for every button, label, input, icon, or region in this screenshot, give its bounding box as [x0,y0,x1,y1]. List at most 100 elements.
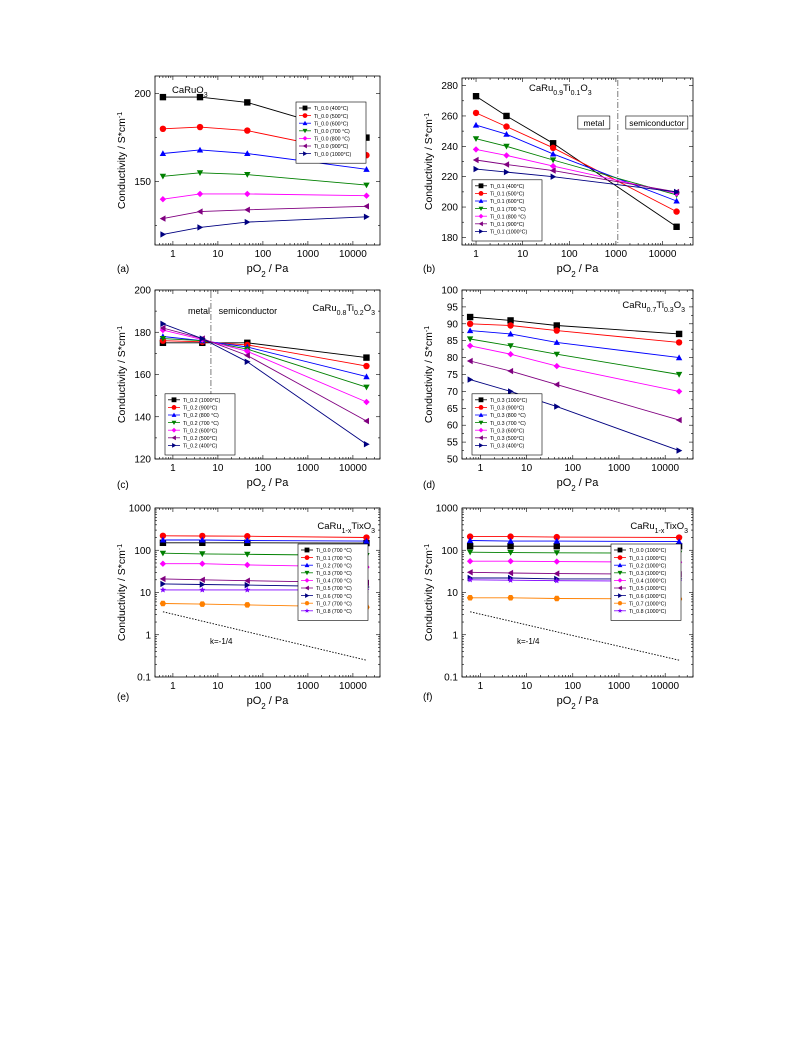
series-line [470,323,680,343]
data-point [553,339,560,345]
data-point [199,335,206,342]
slope-label: k=-1/4 [517,637,540,646]
chart-title: CaRu0.9Ti0.1O3 [529,83,592,97]
y-tick-label: 95 [447,302,459,313]
data-point [244,602,251,608]
series-2 [466,537,683,545]
y-tick-label: 100 [134,546,151,557]
metal-label-box [577,115,611,130]
data-point [675,371,683,378]
x-tick-label: 10000 [649,249,677,260]
x-axis-label: pO2 / Pa [247,695,290,711]
data-point [675,339,683,346]
legend-marker [478,206,484,211]
data-point [673,208,680,215]
legend-label: Ti_0.0 (1000°C) [314,152,351,158]
series-line [162,338,367,388]
y-tick-label: 70 [447,387,459,398]
data-point [507,577,514,583]
legend-item: Ti_0.2 (1000°C) [168,397,220,404]
legend-item: Ti_0.3 (1000°C) [614,570,666,577]
data-point [472,136,480,142]
legend-label: Ti_0.1 (1000°C) [629,556,666,562]
data-point [507,542,514,550]
legend-label: Ti_0.1 (800 °C) [490,214,526,220]
series-6 [160,320,370,448]
data-point [196,93,204,101]
series-line [162,342,367,359]
legend-item: Ti_0.2 (700 °C) [301,562,352,569]
data-point [553,351,560,358]
legend-label: Ti_0.3 (900°C) [490,406,525,412]
data-point [363,537,370,544]
data-point [553,322,560,329]
legend-label: Ti_0.3 (600°C) [490,428,525,434]
legend-label: Ti_0.6 (700 °C) [316,594,352,600]
x-tick-label: 10 [521,463,533,474]
y-tick-label: 85 [447,336,459,347]
series-0 [466,313,683,338]
series-1 [159,532,370,541]
data-point [199,539,206,547]
legend-item: Ti_0.2 (900°C) [168,405,218,412]
data-point [467,576,474,583]
data-point [159,324,166,332]
y-tick-label: 55 [447,438,459,449]
data-point [553,327,560,334]
legend-label: Ti_0.3 (1000°C) [490,398,527,404]
legend-label: Ti_0.8 (700 °C) [316,609,352,615]
legend-item: Ti_0.0 (1000°C) [299,151,351,158]
data-point [159,336,167,342]
series-4 [159,190,370,203]
data-point [159,196,167,203]
legend-marker [617,547,623,553]
data-point [673,223,680,230]
legend-label: Ti_0.1 (900°C) [490,222,525,228]
data-point [503,143,510,150]
data-point [196,170,204,176]
data-point [363,192,370,199]
data-point [159,539,167,547]
legend-item: Ti_0.2 (700 °C) [168,420,219,427]
data-point [363,384,370,391]
legend-label: Ti_0.2 (600°C) [183,428,218,434]
data-point [199,536,206,543]
legend-marker [478,420,484,425]
legend-item: Ti_0.1 (900°C) [475,221,525,228]
data-point [549,140,557,147]
chart-title: CaRu1-xTixO3 [317,521,375,535]
series-line [475,168,677,193]
series-line [162,535,367,538]
data-point [503,152,510,159]
x-tick-label: 100 [564,463,581,474]
legend-item: Ti_0.3 (700 °C) [475,420,526,427]
legend-item: Ti_0.4 (1000°C) [614,578,666,585]
legend-label: Ti_0.3 (800 °C) [490,413,526,419]
series-line [470,540,680,543]
legend-label: Ti_0.2 (500°C) [183,436,218,442]
series-3 [159,336,370,391]
legend-item: Ti_0.6 (700 °C) [301,593,352,600]
x-tick-label: 10000 [339,463,367,474]
data-point [675,538,683,545]
data-point [244,218,251,226]
panel-label: (e) [117,692,129,703]
data-point [244,577,250,584]
legend-item: Ti_0.1 (400°C) [475,183,525,190]
data-point [466,533,474,540]
legend-label: Ti_0.6 (1000°C) [629,594,666,600]
data-point [553,362,560,370]
legend-item: Ti_0.8 (700 °C) [301,608,352,615]
data-point [673,197,680,204]
legend-marker [302,128,308,134]
series-line [475,148,677,194]
series-0 [472,93,680,230]
legend-label: Ti_0.1 (400°C) [490,184,525,190]
data-point [159,150,167,156]
data-point [553,381,560,388]
y-axis-label: Conductivity / S*cm-1 [116,544,128,641]
x-tick-label: 100 [255,463,272,474]
legend-box [610,543,682,621]
data-point [549,150,557,157]
data-point [159,575,166,583]
